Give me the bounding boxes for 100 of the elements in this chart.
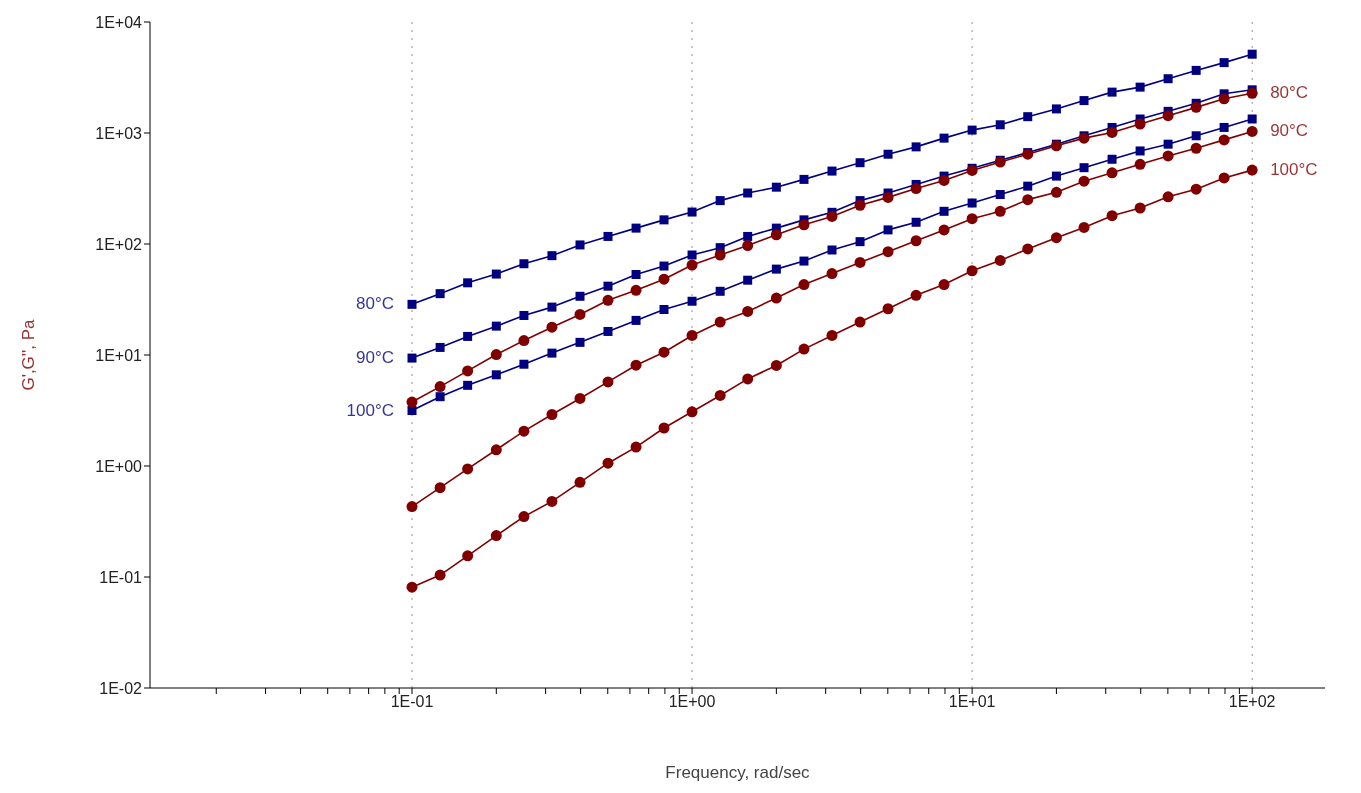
point: [910, 289, 922, 301]
point: [407, 353, 417, 363]
point: [1246, 164, 1258, 176]
point: [630, 441, 642, 453]
point: [966, 265, 978, 277]
point: [434, 482, 446, 494]
point: [546, 409, 558, 421]
point: [602, 376, 614, 388]
point: [1079, 163, 1089, 173]
point: [883, 225, 893, 235]
point: [938, 174, 950, 186]
point: [827, 166, 837, 176]
point: [630, 284, 642, 296]
point: [1247, 49, 1257, 59]
point: [827, 245, 837, 255]
point: [1134, 202, 1146, 214]
point: [686, 406, 698, 418]
point: [743, 275, 753, 285]
point: [967, 125, 977, 135]
point: [602, 294, 614, 306]
point: [1079, 96, 1089, 106]
point: [631, 315, 641, 325]
point: [854, 199, 866, 211]
point: [602, 457, 614, 469]
point: [1191, 65, 1201, 75]
point: [1050, 232, 1062, 244]
point: [855, 237, 865, 247]
point: [659, 305, 669, 314]
point: [1219, 122, 1229, 132]
point: [770, 359, 782, 371]
point: [855, 158, 865, 168]
point: [519, 310, 529, 320]
y-axis-title: G',G'', Pa: [19, 318, 39, 391]
point: [1135, 82, 1145, 92]
point: [742, 305, 754, 317]
point: [1246, 87, 1258, 99]
x-tick-label: 1E-01: [390, 693, 434, 711]
point: [967, 198, 977, 208]
point: [1078, 175, 1090, 187]
point: [406, 501, 418, 513]
point: [463, 380, 473, 390]
point: [658, 346, 670, 358]
point: [966, 213, 978, 225]
point: [770, 229, 782, 241]
point: [1051, 104, 1061, 114]
point: [518, 335, 530, 347]
point: [490, 530, 502, 542]
point: [1135, 146, 1145, 156]
point: [994, 254, 1006, 266]
point: [1106, 210, 1118, 222]
point: [434, 381, 446, 393]
point: [1247, 114, 1257, 124]
series-label: 80°C: [1270, 83, 1309, 103]
point: [826, 210, 838, 222]
point: [911, 217, 921, 227]
point: [462, 550, 474, 562]
point: [715, 286, 725, 296]
point: [826, 268, 838, 280]
point: [798, 219, 810, 231]
point: [1050, 186, 1062, 198]
point: [491, 269, 501, 279]
point: [770, 292, 782, 304]
point: [714, 389, 726, 401]
point: [714, 249, 726, 261]
point: [546, 495, 558, 507]
point: [799, 174, 809, 184]
point: [519, 259, 529, 269]
series-label: 90°C: [356, 348, 394, 368]
point: [435, 392, 445, 402]
point: [1190, 142, 1202, 154]
point: [686, 259, 698, 271]
point: [911, 142, 921, 152]
point: [771, 264, 781, 274]
point: [463, 278, 473, 288]
y-tick-label: 1E+00: [95, 457, 143, 475]
point: [1190, 101, 1202, 113]
y-tick-label: 1E-01: [99, 568, 143, 586]
point: [1163, 139, 1173, 149]
point: [715, 196, 725, 206]
point: [435, 289, 445, 299]
point: [938, 279, 950, 291]
point: [799, 256, 809, 266]
point: [658, 273, 670, 285]
point: [490, 349, 502, 361]
point: [939, 206, 949, 216]
point: [743, 188, 753, 198]
point: [631, 223, 641, 233]
point: [826, 329, 838, 341]
point: [575, 337, 585, 347]
point: [1023, 112, 1033, 122]
x-tick-label: 1E+02: [1228, 693, 1276, 711]
point: [910, 183, 922, 195]
point: [574, 308, 586, 320]
point: [687, 207, 697, 217]
point: [1162, 110, 1174, 122]
point: [687, 250, 697, 260]
x-tick-label: 1E+01: [948, 693, 996, 711]
point: [995, 120, 1005, 130]
y-tick-label: 1E-02: [99, 679, 143, 697]
point: [407, 406, 417, 416]
